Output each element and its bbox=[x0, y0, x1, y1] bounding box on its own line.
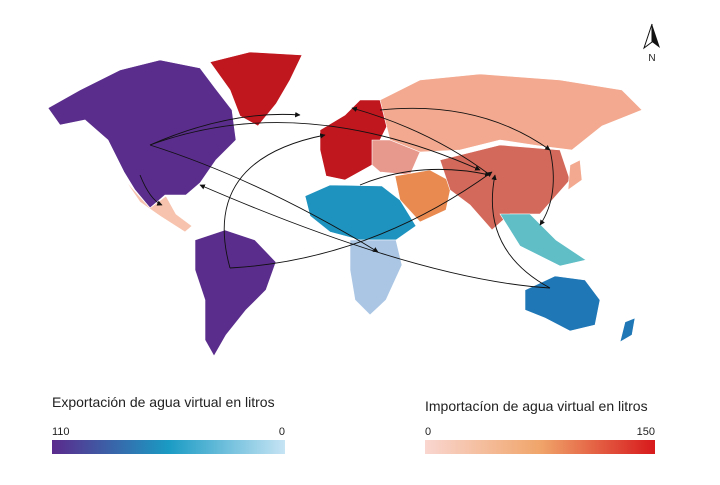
legend-title: Importacíon de agua virtual en litros bbox=[425, 398, 648, 414]
south-america bbox=[194, 229, 277, 357]
north-arrow-outline bbox=[643, 23, 653, 50]
japan bbox=[567, 159, 583, 191]
russia bbox=[379, 73, 643, 153]
legend-min-label: 110 bbox=[52, 426, 70, 438]
route bbox=[149, 144, 379, 253]
route bbox=[149, 111, 301, 146]
export-legend: Exportación de agua virtual en litros 11… bbox=[52, 394, 285, 454]
route bbox=[139, 174, 163, 206]
route bbox=[199, 184, 551, 289]
trade-routes bbox=[139, 106, 554, 289]
legend-min-label: 0 bbox=[425, 426, 431, 438]
north-america bbox=[47, 59, 237, 209]
north-africa bbox=[304, 184, 417, 241]
import-legend: Importacíon de agua virtual en litros 0 … bbox=[425, 398, 655, 454]
legend-gradient bbox=[425, 440, 655, 454]
new-zealand bbox=[619, 317, 636, 343]
southeast-asia bbox=[499, 213, 587, 267]
mexico bbox=[124, 179, 193, 233]
route bbox=[539, 149, 554, 226]
continents bbox=[47, 51, 643, 357]
australia bbox=[524, 275, 601, 332]
route bbox=[229, 171, 493, 269]
legend-title: Exportación de agua virtual en litros bbox=[52, 394, 275, 410]
north-arrow: N bbox=[643, 23, 660, 64]
route bbox=[379, 107, 551, 151]
north-label: N bbox=[648, 53, 655, 64]
legend-max-label: 0 bbox=[279, 426, 285, 438]
legend-max-label: 150 bbox=[637, 426, 655, 438]
north-arrow-half bbox=[652, 24, 660, 48]
route bbox=[491, 174, 551, 289]
route bbox=[149, 122, 481, 171]
legend-gradient bbox=[52, 440, 285, 454]
route bbox=[359, 168, 491, 186]
route bbox=[223, 133, 326, 269]
greenland bbox=[209, 51, 303, 127]
route bbox=[351, 106, 491, 176]
south-africa bbox=[349, 239, 403, 316]
